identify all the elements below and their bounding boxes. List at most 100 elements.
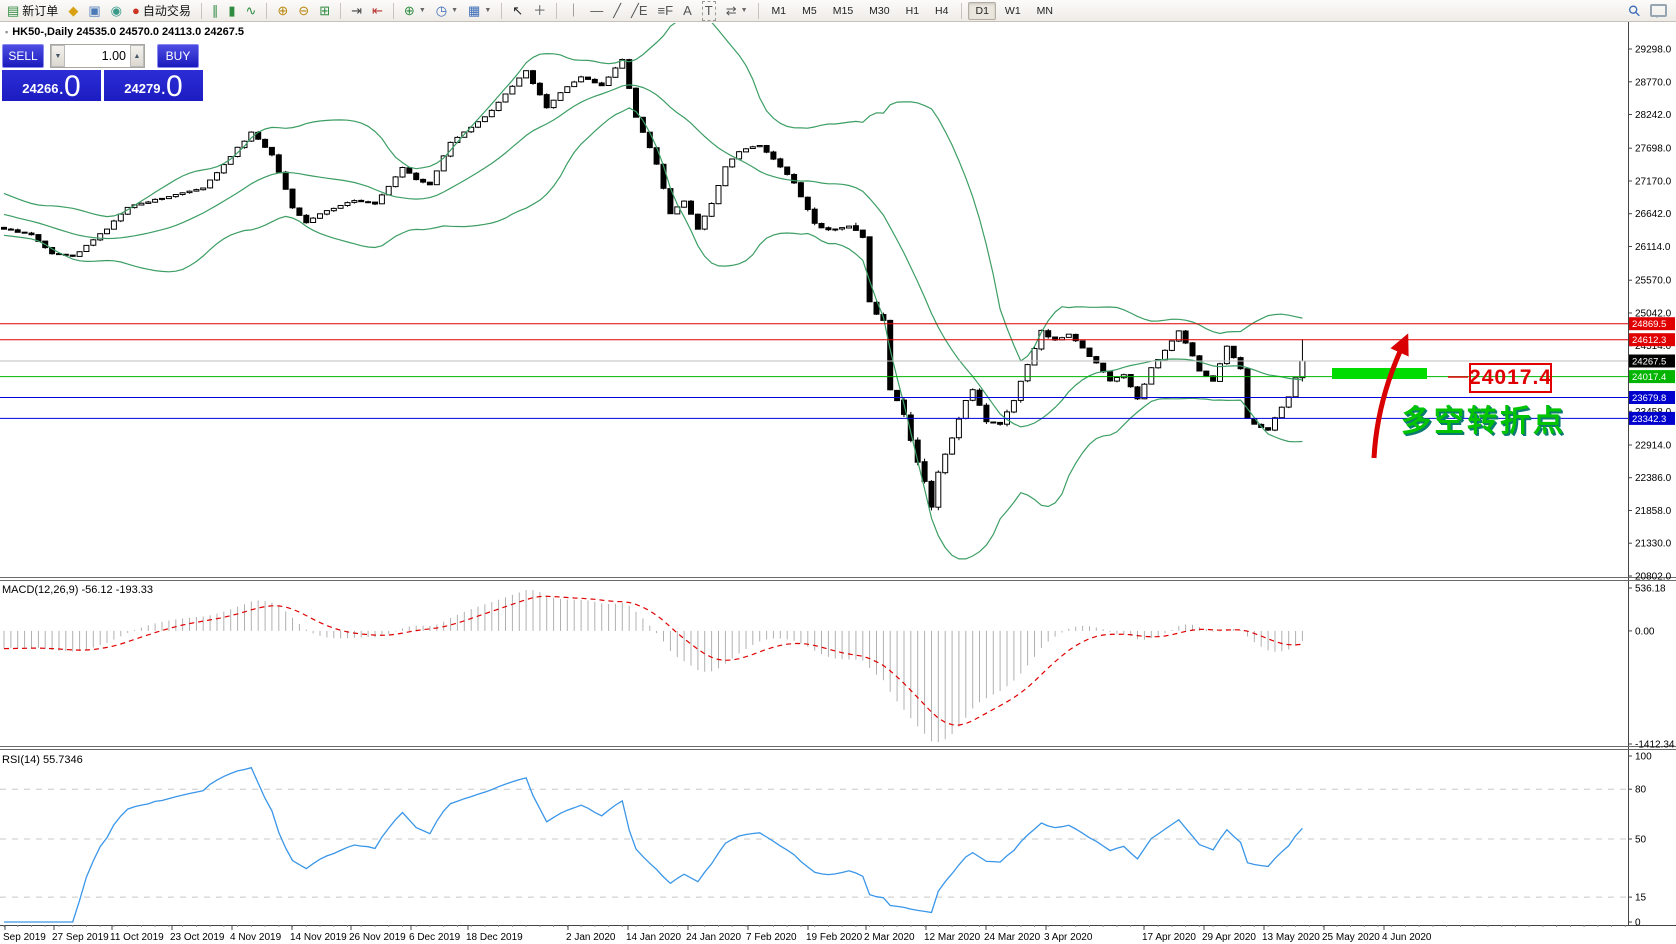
text-tool[interactable]: A bbox=[679, 2, 696, 20]
price-axis: 29298.0 28770.0 28242.0 27698.0 27170.0 26642… bbox=[1628, 45, 1675, 583]
svg-text:25 May 2020: 25 May 2020 bbox=[1322, 932, 1380, 943]
chevron-down-icon: ▼ bbox=[418, 7, 426, 14]
chart-shift-icon[interactable]: ⇤ bbox=[368, 2, 387, 20]
cursor-glyph: ↖ bbox=[512, 2, 524, 18]
toolbar-separator bbox=[392, 2, 394, 19]
candlestick-icon[interactable]: ▮ bbox=[224, 2, 239, 20]
cursor-tool[interactable]: ↖ bbox=[508, 2, 527, 20]
terminal-icon[interactable]: ▣ bbox=[84, 2, 104, 20]
vertical-line-tool[interactable]: ｜ bbox=[563, 2, 584, 20]
volume-decrease-button[interactable]: ▼ bbox=[51, 45, 65, 67]
autotrading-button-label: 自动交易 bbox=[142, 4, 191, 18]
highlight-box[interactable] bbox=[1332, 368, 1427, 379]
timeframe-M15[interactable]: M15 bbox=[832, 4, 854, 17]
auto-scroll-icon-glyph: ⇥ bbox=[351, 2, 363, 18]
bar-chart-icon-glyph: ∥ bbox=[211, 2, 219, 18]
text-label-glyph: T bbox=[701, 0, 716, 21]
annotation-text[interactable]: 多空转折点 bbox=[1401, 405, 1566, 438]
search-icon[interactable]: ⚲ bbox=[1624, 0, 1645, 21]
trendline-tool[interactable]: ╱ bbox=[609, 2, 625, 20]
chat-icon[interactable] bbox=[1650, 4, 1667, 18]
timeframe-D1[interactable]: D1 bbox=[968, 1, 996, 20]
buy-price-tile[interactable]: 24279. 0 bbox=[104, 70, 203, 101]
tile-windows-icon[interactable]: ⊞ bbox=[315, 2, 334, 20]
svg-text:28242.0: 28242.0 bbox=[1635, 110, 1672, 121]
toolbar-separator bbox=[266, 2, 268, 19]
chart-ohlc-readout: 24535.0 24570.0 24113.0 24267.5 bbox=[76, 26, 245, 38]
new-order-glyph: ▤ bbox=[7, 2, 20, 18]
crosshair-tool[interactable]: ＋ bbox=[529, 2, 550, 20]
svg-text:28770.0: 28770.0 bbox=[1635, 77, 1672, 88]
market-watch-icon[interactable]: ◆ bbox=[64, 2, 82, 20]
svg-text:23342.3: 23342.3 bbox=[1632, 414, 1666, 425]
svg-text:14 Jan 2020: 14 Jan 2020 bbox=[626, 932, 681, 943]
templates-button[interactable]: ▦ ▼ bbox=[464, 2, 495, 20]
trend-arrow[interactable] bbox=[1371, 333, 1409, 459]
timeframe-H4[interactable]: H4 bbox=[935, 4, 949, 17]
svg-text:11 Oct 2019: 11 Oct 2019 bbox=[110, 932, 164, 943]
price-annotation-label[interactable]: 24017.4 bbox=[1469, 363, 1552, 393]
timeframe-M5[interactable]: M5 bbox=[802, 4, 817, 17]
macd-indicator-label: MACD(12,26,9) -56.12 -193.33 bbox=[2, 584, 154, 596]
zoom-in-icon[interactable]: ⊕ bbox=[273, 2, 292, 20]
autotrading-button[interactable]: ● 自动交易 bbox=[128, 2, 195, 20]
buy-button[interactable]: BUY bbox=[157, 44, 199, 68]
volume-stepper: ▼ ▲ bbox=[50, 44, 145, 68]
svg-text:29 Apr 2020: 29 Apr 2020 bbox=[1202, 932, 1256, 943]
chart-title: ▪ HK50-,Daily 24535.0 24570.0 24113.0 242… bbox=[5, 26, 244, 38]
tile-windows-icon-glyph: ⊞ bbox=[319, 2, 331, 18]
indicators-button[interactable]: ⊕ ▼ bbox=[400, 2, 430, 20]
channel-tool[interactable]: ╱E bbox=[627, 2, 652, 20]
indicators-glyph: ⊕ bbox=[403, 2, 415, 18]
toolbar-separator bbox=[340, 2, 342, 19]
new-order-button[interactable]: ▤ 新订单 bbox=[3, 2, 62, 20]
drawing-annotations bbox=[1332, 333, 1468, 459]
fibonacci-tool[interactable]: ≡F bbox=[654, 2, 678, 20]
svg-text:24869.5: 24869.5 bbox=[1632, 319, 1666, 330]
zoom-out-icon[interactable]: ⊖ bbox=[294, 2, 313, 20]
line-chart-icon[interactable]: ∿ bbox=[241, 2, 260, 20]
autotrading-glyph: ● bbox=[131, 2, 140, 18]
rsi-axis: 100 80 50 15 0 bbox=[1628, 752, 1652, 929]
sell-button[interactable]: SELL bbox=[2, 44, 44, 68]
zoom-in-icon-glyph: ⊕ bbox=[277, 2, 289, 18]
navigator-icon[interactable]: ◉ bbox=[107, 2, 126, 20]
vertical-line-glyph: ｜ bbox=[567, 2, 581, 18]
svg-text:18 Dec 2019: 18 Dec 2019 bbox=[466, 932, 523, 943]
text-label-tool[interactable]: T bbox=[698, 0, 720, 21]
timeframe-M1[interactable]: M1 bbox=[771, 4, 787, 17]
periods-button[interactable]: ◷ ▼ bbox=[432, 2, 462, 20]
svg-text:24267.5: 24267.5 bbox=[1632, 357, 1666, 368]
horizontal-line-glyph: — bbox=[590, 2, 604, 18]
svg-text:2 Mar 2020: 2 Mar 2020 bbox=[864, 932, 915, 943]
auto-scroll-icon[interactable]: ⇥ bbox=[347, 2, 366, 20]
timeframe-M30[interactable]: M30 bbox=[869, 4, 890, 17]
trendline-glyph: ╱ bbox=[613, 2, 622, 18]
timeframe-W1[interactable]: W1 bbox=[1004, 4, 1021, 17]
navigator-icon-glyph: ◉ bbox=[110, 2, 122, 18]
arrows-tool[interactable]: ⇄ ▼ bbox=[722, 2, 752, 20]
svg-text:23679.8: 23679.8 bbox=[1632, 393, 1666, 404]
candles-layer bbox=[1, 58, 1306, 511]
text-glyph: A bbox=[683, 2, 692, 18]
sell-price-point: . bbox=[58, 77, 65, 99]
crosshair-glyph: ＋ bbox=[533, 2, 547, 18]
svg-text:Sep 2019: Sep 2019 bbox=[3, 932, 46, 943]
svg-text:24 Jan 2020: 24 Jan 2020 bbox=[686, 932, 741, 943]
volume-increase-button[interactable]: ▲ bbox=[130, 45, 144, 67]
bar-chart-icon[interactable]: ∥ bbox=[208, 2, 223, 20]
svg-text:24017.4: 24017.4 bbox=[1632, 372, 1666, 383]
horizontal-line-tool[interactable]: — bbox=[586, 2, 607, 20]
volume-input[interactable] bbox=[65, 45, 130, 67]
svg-text:80: 80 bbox=[1635, 785, 1647, 796]
buy-price-main: 24279 bbox=[124, 81, 161, 96]
timeframe-MN[interactable]: MN bbox=[1036, 4, 1054, 17]
fibonacci-glyph: ≡F bbox=[657, 2, 674, 18]
timeframe-H1[interactable]: H1 bbox=[905, 4, 920, 17]
sell-price-big-digit: 0 bbox=[64, 70, 81, 102]
chart-window-icon: ▪ bbox=[5, 27, 9, 37]
svg-text:22386.0: 22386.0 bbox=[1635, 473, 1672, 484]
sell-price-tile[interactable]: 24266. 0 bbox=[2, 70, 101, 101]
svg-text:13 May 2020: 13 May 2020 bbox=[1262, 932, 1320, 943]
